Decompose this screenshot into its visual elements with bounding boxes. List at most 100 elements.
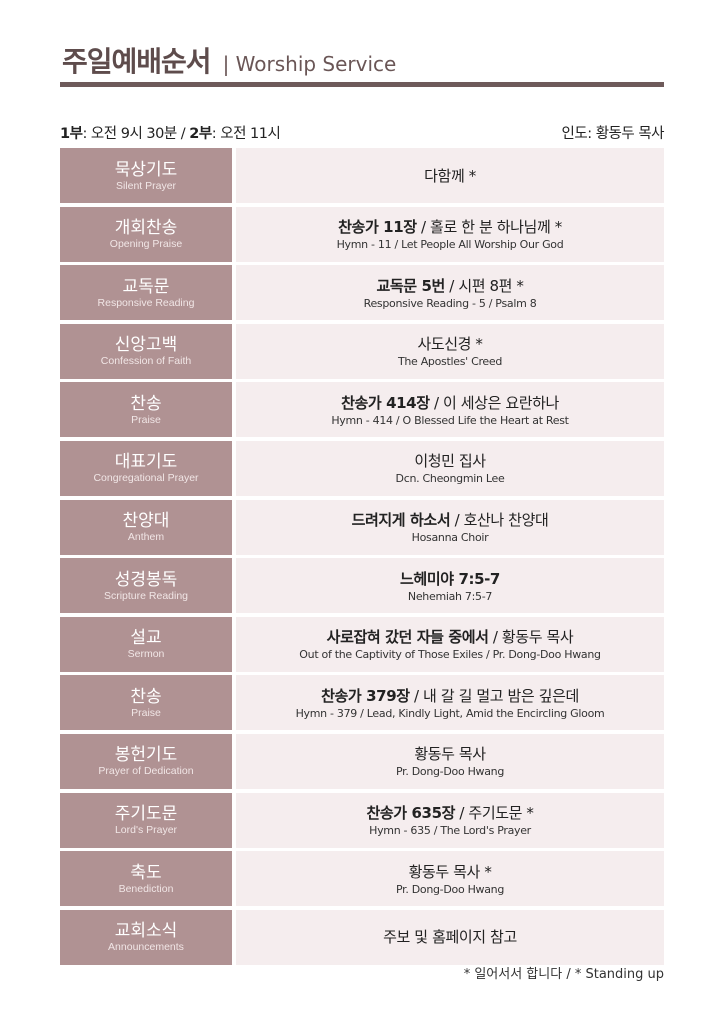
item-main: 찬송가 635장 / 주기도문 * <box>366 803 533 823</box>
item-label: 교회소식 Announcements <box>60 909 232 965</box>
item-label-english: Sermon <box>127 648 165 661</box>
item-label: 신앙고백 Confession of Faith <box>60 323 232 379</box>
item-main-text: 주보 및 홈페이지 참고 <box>383 928 517 947</box>
item-main-bold: 사로잡혀 갔던 자들 중에서 <box>326 628 489 647</box>
first-service-label: 1부 <box>60 126 83 142</box>
item-label: 찬송 Praise <box>60 382 232 438</box>
item-label: 찬송 Praise <box>60 675 232 731</box>
item-main-text: 황동두 목사 <box>414 745 486 764</box>
item-main-text: / 황동두 목사 <box>488 628 574 647</box>
service-row: 축도 Benediction 황동두 목사 * Pr. Dong-Doo Hwang <box>60 851 664 907</box>
service-leader: 인도: 황동두 목사 <box>561 126 665 142</box>
item-content: 느헤미야 7:5-7 Nehemiah 7:5-7 <box>236 558 664 614</box>
item-subtitle: Nehemiah 7:5-7 <box>407 589 493 603</box>
item-label-korean: 축도 <box>130 862 162 883</box>
item-label-english: Opening Praise <box>109 238 183 251</box>
item-label-korean: 찬송 <box>130 393 162 414</box>
item-label-english: Benediction <box>118 882 174 895</box>
item-main: 드려지게 하소서 / 호산나 찬양대 <box>352 510 549 530</box>
item-label: 주기도문 Lord's Prayer <box>60 792 232 848</box>
service-row: 교독문 Responsive Reading 교독문 5번 / 시편 8편 * Re… <box>60 265 664 321</box>
item-subtitle: Hymn - 379 / Lead, Kindly Light, Amid th… <box>295 706 605 720</box>
item-content: 찬송가 379장 / 내 갈 길 멀고 밤은 깊은데 Hymn - 379 / L… <box>236 675 664 731</box>
item-main: 이청민 집사 <box>414 451 486 471</box>
title-korean: 주일예배순서 <box>62 45 212 78</box>
item-label-korean: 찬양대 <box>122 511 170 532</box>
item-main: 교독문 5번 / 시편 8편 * <box>376 276 523 296</box>
item-label-korean: 대표기도 <box>114 452 178 473</box>
item-label-korean: 교회소식 <box>114 921 178 942</box>
item-content: 주보 및 홈페이지 참고 <box>236 909 664 965</box>
item-label-korean: 개회찬송 <box>114 218 178 239</box>
item-label-korean: 교독문 <box>122 276 170 297</box>
second-service-label: 2부 <box>189 126 212 142</box>
item-label-korean: 설교 <box>130 628 162 649</box>
service-times: 1부: 오전 9시 30분 / 2부: 오전 11시 <box>60 122 281 143</box>
service-row: 찬양대 Anthem 드려지게 하소서 / 호산나 찬양대 Hosanna Choi… <box>60 499 664 555</box>
item-label-korean: 주기도문 <box>114 804 178 825</box>
item-main-text: / 호산나 찬양대 <box>450 511 549 530</box>
item-label: 성경봉독 Scripture Reading <box>60 558 232 614</box>
item-main: 사도신경 * <box>417 334 482 354</box>
item-label-english: Confession of Faith <box>100 355 192 368</box>
service-row: 찬송 Praise 찬송가 379장 / 내 갈 길 멀고 밤은 깊은데 Hymn … <box>60 675 664 731</box>
service-row: 주기도문 Lord's Prayer 찬송가 635장 / 주기도문 * Hymn … <box>60 792 664 848</box>
item-label-english: Praise <box>131 706 161 719</box>
item-label-korean: 봉헌기도 <box>114 745 178 766</box>
item-subtitle: Dcn. Cheongmin Lee <box>395 472 505 486</box>
item-label: 봉헌기도 Prayer of Dedication <box>60 733 232 789</box>
item-label: 축도 Benediction <box>60 851 232 907</box>
title-divider <box>60 82 664 87</box>
service-row: 성경봉독 Scripture Reading 느헤미야 7:5-7 Nehemiah… <box>60 558 664 614</box>
item-content: 찬송가 635장 / 주기도문 * Hymn - 635 / The Lord's… <box>236 792 664 848</box>
service-row: 교회소식 Announcements 주보 및 홈페이지 참고 <box>60 909 664 965</box>
item-label-english: Prayer of Dedication <box>98 765 194 778</box>
second-service-time: : 오전 11시 <box>211 126 281 142</box>
item-main: 느헤미야 7:5-7 <box>400 569 500 589</box>
item-label: 교독문 Responsive Reading <box>60 265 232 321</box>
item-subtitle: Responsive Reading - 5 / Psalm 8 <box>363 296 537 310</box>
item-main: 찬송가 414장 / 이 세상은 요란하나 <box>341 393 559 413</box>
item-subtitle: Hosanna Choir <box>411 531 489 545</box>
item-main-text: 사도신경 * <box>417 335 483 354</box>
item-main-text: / 주기도문 * <box>455 804 534 823</box>
item-label: 대표기도 Congregational Prayer <box>60 440 232 496</box>
item-subtitle: Hymn - 11 / Let People All Worship Our G… <box>336 238 564 252</box>
item-subtitle: Hymn - 635 / The Lord's Prayer <box>369 824 531 838</box>
service-row: 개회찬송 Opening Praise 찬송가 11장 / 홀로 한 분 하나님께… <box>60 206 664 262</box>
item-label-korean: 성경봉독 <box>114 569 178 590</box>
title-english: | Worship Service <box>222 52 397 76</box>
item-subtitle: Out of the Captivity of Those Exiles / P… <box>299 648 601 662</box>
service-info: 1부: 오전 9시 30분 / 2부: 오전 11시 인도: 황동두 목사 <box>60 122 665 143</box>
service-row: 신앙고백 Confession of Faith 사도신경 * The Apostl… <box>60 323 664 379</box>
service-row: 묵상기도 Silent Prayer 다함께 * <box>60 148 664 203</box>
service-row: 봉헌기도 Prayer of Dedication 황동두 목사 Pr. Dong-… <box>60 733 664 789</box>
item-content: 이청민 집사 Dcn. Cheongmin Lee <box>236 440 664 496</box>
page-title: 주일예배순서 | Worship Service <box>62 40 396 80</box>
item-label-korean: 묵상기도 <box>114 159 178 180</box>
item-main: 사로잡혀 갔던 자들 중에서 / 황동두 목사 <box>327 627 574 647</box>
item-content: 사로잡혀 갔던 자들 중에서 / 황동두 목사 Out of the Captiv… <box>236 616 664 672</box>
item-main: 황동두 목사 * <box>409 862 492 882</box>
item-main-text: / 내 갈 길 멀고 밤은 깊은데 <box>409 686 579 705</box>
item-subtitle: The Apostles' Creed <box>397 355 503 369</box>
item-content: 사도신경 * The Apostles' Creed <box>236 323 664 379</box>
item-main-bold: 찬송가 11장 <box>338 218 417 237</box>
item-label-english: Scripture Reading <box>103 589 189 602</box>
item-content: 황동두 목사 Pr. Dong-Doo Hwang <box>236 733 664 789</box>
item-content: 드려지게 하소서 / 호산나 찬양대 Hosanna Choir <box>236 499 664 555</box>
item-main-bold: 교독문 5번 <box>376 276 445 295</box>
item-content: 교독문 5번 / 시편 8편 * Responsive Reading - 5 /… <box>236 265 664 321</box>
item-label-korean: 찬송 <box>130 686 162 707</box>
item-main-text: 이청민 집사 <box>414 452 486 471</box>
item-content: 찬송가 414장 / 이 세상은 요란하나 Hymn - 414 / O Bles… <box>236 382 664 438</box>
item-main-text: / 시편 8편 * <box>444 276 524 295</box>
service-row: 찬송 Praise 찬송가 414장 / 이 세상은 요란하나 Hymn - 414… <box>60 382 664 438</box>
item-label-english: Praise <box>131 413 161 426</box>
order-of-service-table: 묵상기도 Silent Prayer 다함께 * 개회찬송 Opening Prais… <box>60 148 664 968</box>
item-main-text: 다함께 * <box>424 166 476 185</box>
item-subtitle: Hymn - 414 / O Blessed Life the Heart at… <box>331 413 569 427</box>
item-main-bold: 찬송가 414장 <box>341 393 430 412</box>
item-label-english: Silent Prayer <box>115 179 177 192</box>
item-label: 묵상기도 Silent Prayer <box>60 148 232 203</box>
